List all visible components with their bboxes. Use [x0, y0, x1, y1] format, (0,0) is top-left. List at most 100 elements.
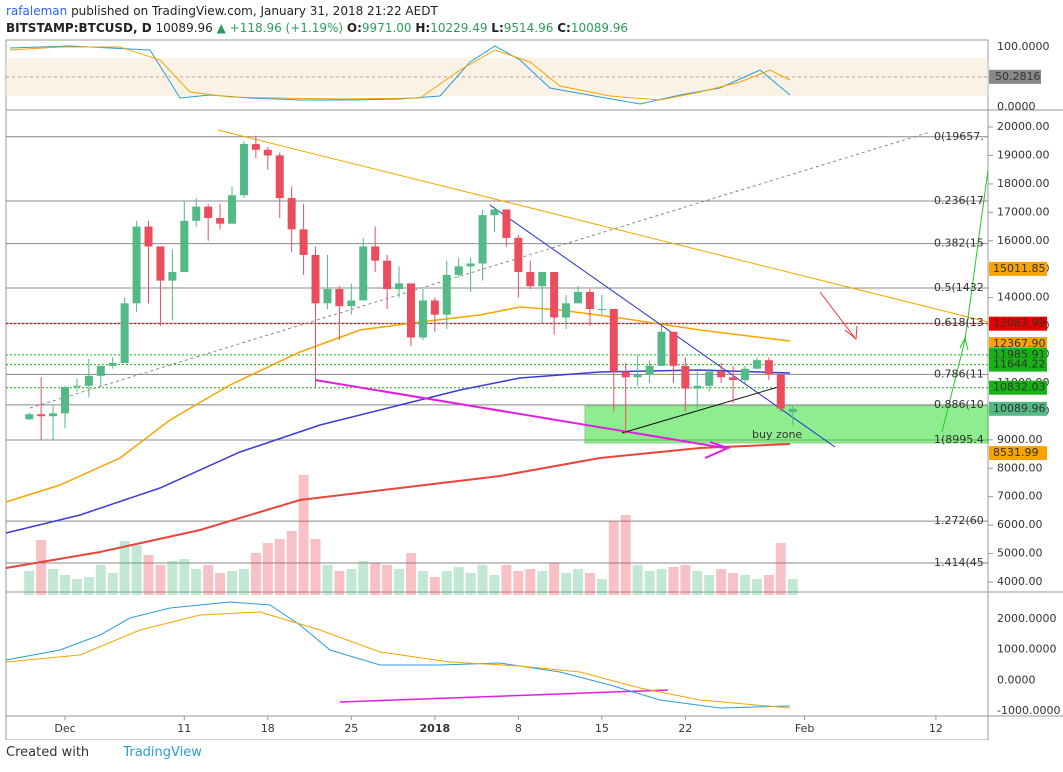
volume-bar [632, 565, 643, 595]
y-tick-label: 20000.00 [997, 120, 1050, 133]
candle-body [681, 365, 690, 389]
macd-line [5, 601, 791, 709]
candle-body [741, 368, 750, 381]
symbol: BITSTAMP:BTCUSD, D [6, 21, 152, 35]
candle-body [597, 309, 606, 310]
candle-body [669, 331, 678, 366]
price-badge-label: 11644.22 [993, 358, 1046, 371]
volume-bar [763, 575, 774, 595]
fib-label: 0.786(11 [934, 367, 984, 380]
price-badge-label: 10832.03 [993, 381, 1046, 394]
volume-bar [60, 575, 70, 595]
c-label: C: [557, 21, 571, 35]
candle-body [502, 209, 511, 238]
x-tick-label: 12 [929, 722, 943, 735]
candle-body [323, 289, 332, 304]
volume-bar [250, 553, 261, 595]
y-tick-label: 9000.00 [997, 433, 1043, 446]
volume-bar [167, 561, 178, 595]
volume-bar [346, 569, 357, 595]
volume-bar [561, 573, 572, 595]
volume-bar [429, 577, 440, 595]
candle-body [96, 365, 105, 376]
volume-bar [36, 540, 47, 595]
volume-bar [370, 563, 381, 595]
volume-bar [716, 569, 727, 595]
candle-body [84, 375, 93, 386]
price-badge-label: 12367.90 [993, 337, 1046, 350]
candle-body [526, 272, 535, 287]
candle-body [168, 272, 177, 281]
candle-body [406, 283, 415, 338]
stoch-d [9, 46, 791, 101]
candle-body [788, 408, 797, 413]
candle-body [132, 226, 141, 304]
annotation: buy zone [752, 428, 802, 441]
stoch-badge [989, 69, 1041, 84]
candle-body [609, 309, 618, 372]
volume-bar [584, 573, 595, 595]
volume-bar [131, 545, 142, 595]
brand[interactable]: TradingView [123, 745, 202, 760]
candle-body [37, 414, 46, 417]
y-tick-label: 6000.00 [997, 518, 1043, 531]
volume-bar [310, 539, 321, 595]
fib-label: 0.236(17 [934, 194, 984, 207]
candle-body [430, 300, 439, 315]
volume-bar [644, 571, 655, 595]
arrow [941, 169, 989, 433]
price-badge [989, 380, 1047, 395]
volume-bar [155, 565, 166, 595]
trendline [621, 384, 786, 434]
volume-bar [274, 539, 285, 595]
price-badge-label: 13083.99 [993, 317, 1046, 330]
open: 9971.00 [361, 21, 412, 35]
candle-body [621, 371, 630, 378]
volume-bar [417, 571, 428, 595]
volume-bar [680, 565, 691, 595]
price-badge [989, 316, 1047, 331]
volume-bar [238, 569, 249, 595]
l-label: L: [491, 21, 504, 35]
candle-body [108, 363, 117, 366]
h-label: H: [415, 21, 431, 35]
volume-bar [740, 575, 751, 595]
volume-bar [262, 543, 273, 595]
volume-bar [83, 577, 94, 595]
candle-body [61, 386, 69, 414]
candle-body [204, 206, 213, 218]
volume-bar [704, 575, 715, 595]
candle-body [633, 374, 642, 378]
volume-bar [477, 565, 488, 595]
author[interactable]: rafaleman [6, 4, 68, 18]
candle-body [776, 374, 785, 409]
candle-body [49, 413, 58, 417]
y-tick-label: 16000.00 [997, 234, 1050, 247]
volume-bar [95, 565, 106, 595]
x-tick-label: 11 [177, 722, 191, 735]
candle-body [562, 303, 571, 318]
volume-bar [322, 565, 333, 595]
volume-bar [119, 541, 130, 595]
candle-body [585, 291, 594, 309]
volume-bar [382, 565, 393, 595]
price-badge-label: 8531.99 [993, 446, 1039, 459]
published: published on TradingView.com, January 31… [71, 4, 438, 18]
candle-body [395, 283, 404, 290]
candle-body [573, 291, 582, 304]
candle-body [371, 246, 380, 261]
volume-bar [215, 573, 226, 595]
header: rafaleman published on TradingView.com, … [6, 3, 628, 37]
volume-bar [787, 579, 798, 595]
y-tick-label: 14000.00 [997, 291, 1050, 304]
volume-bar [775, 543, 786, 595]
candle-body [454, 266, 463, 275]
macd-tick-label: 1000.0000 [997, 643, 1057, 656]
created: Created with [6, 745, 90, 760]
candle-body [466, 263, 475, 267]
candle-body [180, 220, 189, 273]
candle-body [729, 377, 738, 381]
y-tick-label: 18000.00 [997, 177, 1050, 190]
candle-body [752, 360, 761, 369]
